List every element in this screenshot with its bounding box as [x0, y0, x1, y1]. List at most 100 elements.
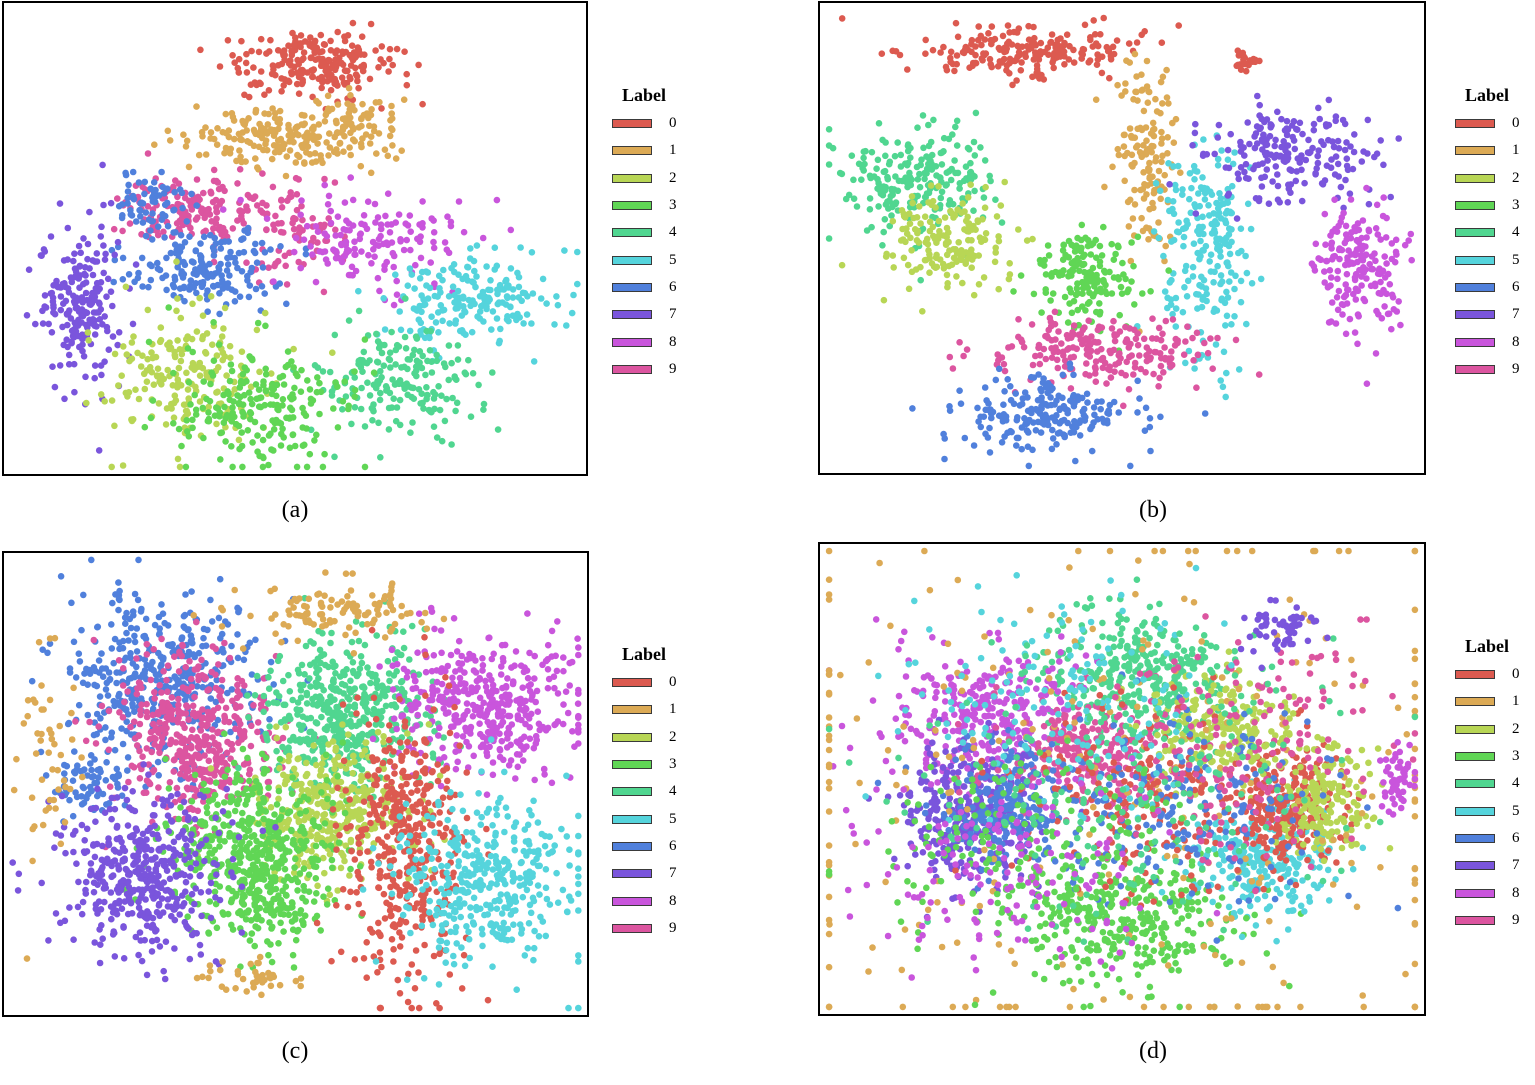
data-point	[389, 61, 397, 69]
data-point	[202, 642, 210, 649]
data-point	[170, 420, 177, 427]
data-point	[182, 767, 190, 774]
data-point	[284, 361, 292, 369]
data-point	[104, 692, 112, 699]
data-point	[958, 247, 965, 254]
data-point	[1216, 190, 1223, 197]
data-point	[926, 218, 934, 226]
data-point	[1076, 244, 1083, 252]
data-point	[185, 163, 193, 171]
data-point	[267, 658, 275, 666]
data-point	[403, 70, 411, 78]
data-point	[290, 215, 297, 223]
data-point	[977, 423, 985, 431]
data-point	[83, 309, 91, 317]
data-point	[193, 289, 200, 297]
data-point	[150, 381, 158, 389]
data-point	[1218, 295, 1226, 303]
data-point	[1130, 371, 1137, 378]
data-point	[366, 357, 373, 364]
data-point	[1091, 31, 1099, 38]
data-point	[145, 761, 152, 768]
data-point	[1342, 330, 1350, 338]
data-point	[182, 685, 190, 693]
data-point	[320, 288, 328, 296]
data-point	[119, 665, 127, 672]
data-point	[234, 180, 241, 187]
data-point	[289, 29, 296, 37]
data-point	[173, 220, 181, 227]
data-point	[91, 681, 98, 689]
data-point	[91, 362, 99, 369]
data-point	[87, 319, 95, 327]
data-point	[249, 439, 256, 446]
data-point	[255, 403, 263, 411]
data-point	[269, 62, 277, 69]
data-point	[861, 160, 868, 168]
legend-item-3: 3	[612, 192, 712, 219]
data-point	[1080, 46, 1088, 53]
data-point	[1335, 287, 1343, 295]
data-point	[377, 221, 385, 228]
data-point	[72, 718, 79, 725]
data-point	[1337, 183, 1345, 191]
data-point	[1042, 289, 1050, 297]
data-point	[218, 272, 225, 279]
data-point	[289, 391, 296, 398]
data-point	[1322, 121, 1330, 128]
data-point	[1103, 380, 1110, 387]
data-point	[917, 263, 924, 271]
data-point	[1024, 443, 1032, 451]
data-point	[344, 100, 351, 107]
data-point	[324, 201, 332, 208]
data-point	[202, 674, 209, 682]
data-point	[1035, 56, 1043, 63]
data-point	[199, 683, 206, 691]
data-point	[1091, 363, 1099, 371]
data-point	[850, 195, 858, 202]
data-point	[980, 274, 988, 281]
data-point	[238, 429, 245, 436]
data-point	[92, 667, 99, 675]
data-point	[293, 69, 301, 76]
data-point	[1379, 268, 1386, 276]
data-point	[370, 381, 378, 389]
data-point	[1296, 119, 1304, 127]
data-point	[1186, 170, 1194, 177]
data-point	[247, 415, 254, 423]
data-point	[1193, 290, 1200, 298]
data-point	[1181, 267, 1189, 275]
data-point	[353, 73, 361, 80]
data-point	[280, 381, 288, 388]
data-point	[82, 373, 89, 381]
data-point	[1059, 371, 1067, 379]
data-point	[1180, 242, 1187, 250]
data-point	[189, 702, 197, 710]
data-point	[309, 215, 317, 222]
data-point	[953, 52, 961, 59]
data-point	[322, 256, 330, 263]
data-point	[149, 397, 157, 404]
data-point	[1211, 268, 1218, 276]
data-point	[1009, 81, 1016, 89]
data-point	[295, 90, 303, 97]
data-point	[263, 130, 271, 137]
data-point	[1358, 282, 1365, 289]
data-point	[145, 338, 153, 346]
data-point	[1342, 222, 1350, 230]
data-point	[136, 775, 144, 782]
data-point	[903, 230, 911, 237]
data-point	[60, 257, 68, 264]
data-point	[1125, 40, 1133, 47]
data-point	[175, 364, 183, 372]
data-point	[964, 194, 972, 201]
data-point	[347, 129, 354, 137]
data-point	[60, 300, 67, 308]
data-point	[489, 369, 496, 376]
data-point	[443, 395, 450, 403]
data-point	[1364, 116, 1372, 124]
data-point	[1127, 257, 1135, 265]
data-point	[470, 279, 477, 287]
data-point	[249, 356, 256, 364]
data-point	[949, 365, 957, 372]
